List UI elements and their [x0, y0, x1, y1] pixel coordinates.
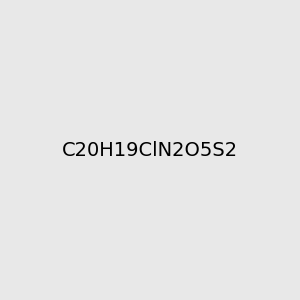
Text: C20H19ClN2O5S2: C20H19ClN2O5S2 [62, 140, 238, 160]
